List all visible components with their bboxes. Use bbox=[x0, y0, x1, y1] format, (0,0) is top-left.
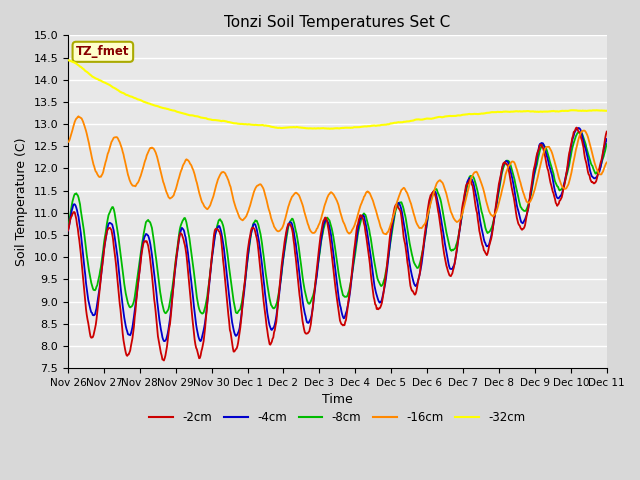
Text: TZ_fmet: TZ_fmet bbox=[76, 45, 130, 58]
Title: Tonzi Soil Temperatures Set C: Tonzi Soil Temperatures Set C bbox=[224, 15, 451, 30]
Legend: -2cm, -4cm, -8cm, -16cm, -32cm: -2cm, -4cm, -8cm, -16cm, -32cm bbox=[145, 407, 530, 429]
X-axis label: Time: Time bbox=[322, 394, 353, 407]
Y-axis label: Soil Temperature (C): Soil Temperature (C) bbox=[15, 137, 28, 266]
